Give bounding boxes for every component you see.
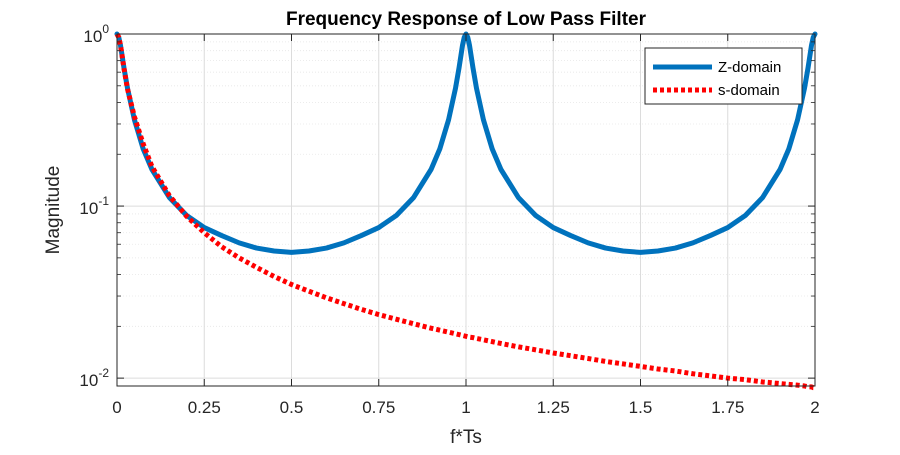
y-axis-label: Magnitude xyxy=(43,166,64,255)
tick-label-x: 2 xyxy=(810,398,819,417)
tick-label-x: 0.75 xyxy=(362,398,395,417)
legend: Z-domain s-domain xyxy=(644,47,803,105)
legend-label-s-domain: s-domain xyxy=(718,82,780,99)
tick-label-y: 10-1 xyxy=(79,194,109,218)
tick-label-x: 1.75 xyxy=(711,398,744,417)
legend-label-z-domain: Z-domain xyxy=(718,59,781,76)
x-axis-label: f*Ts xyxy=(450,427,482,448)
chart-title: Frequency Response of Low Pass Filter xyxy=(286,9,647,30)
tick-label-y: 100 xyxy=(83,22,109,46)
legend-box xyxy=(644,47,803,105)
tick-label-x: 0.25 xyxy=(188,398,221,417)
tick-label-x: 1 xyxy=(461,398,470,417)
tick-label-y: 10-2 xyxy=(79,366,109,390)
tick-label-x: 1.25 xyxy=(537,398,570,417)
ticks: 0 0.25 0.5 0.75 1 1.25 1.5 1.75 2 100 10-1 10-2 xyxy=(79,22,819,417)
series-line-s-domain xyxy=(114,32,816,391)
tick-label-x: 1.5 xyxy=(629,398,653,417)
tick-label-x: 0.5 xyxy=(280,398,304,417)
tick-label-x: 0 xyxy=(112,398,121,417)
